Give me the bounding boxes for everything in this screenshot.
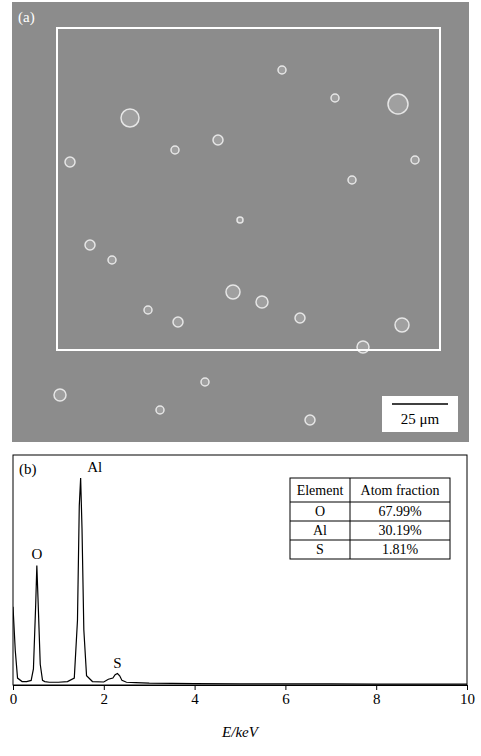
particle bbox=[201, 378, 209, 386]
x-tick-mark bbox=[195, 685, 196, 690]
particle bbox=[173, 317, 183, 327]
table-rule bbox=[290, 502, 450, 503]
peak-label: O bbox=[31, 546, 42, 562]
particle bbox=[144, 306, 152, 314]
particle bbox=[256, 296, 268, 308]
panel-b: 0 2 4 6 8 10 E/keV (b) O Al S Element Atom fraction O… bbox=[10, 455, 475, 740]
x-axis-title: E/keV bbox=[221, 724, 260, 740]
particle bbox=[226, 285, 240, 299]
x-tick-mark bbox=[13, 685, 14, 690]
x-tick-label: 6 bbox=[282, 691, 290, 707]
plot-frame bbox=[13, 455, 467, 685]
plot-area bbox=[13, 478, 467, 684]
x-tick: 6 bbox=[282, 685, 290, 707]
x-tick: 4 bbox=[191, 685, 199, 707]
particle bbox=[348, 176, 356, 184]
table-outline bbox=[290, 478, 450, 559]
particle bbox=[388, 94, 408, 114]
table-cell: 1.81% bbox=[382, 542, 419, 557]
particle bbox=[108, 256, 116, 264]
inset-table: Element Atom fraction O 67.99% Al 30.19% S 1.81… bbox=[290, 478, 450, 559]
analysis-area bbox=[57, 28, 440, 350]
x-tick-label: 0 bbox=[10, 691, 18, 707]
x-tick-label: 10 bbox=[460, 691, 475, 707]
particle bbox=[65, 157, 75, 167]
table-cell: Al bbox=[313, 523, 327, 538]
x-tick: 2 bbox=[101, 685, 109, 707]
particle bbox=[305, 415, 315, 425]
table-cell: S bbox=[316, 542, 324, 557]
x-tick: 8 bbox=[373, 685, 381, 707]
particle bbox=[121, 109, 139, 127]
scale-bar-box bbox=[382, 396, 458, 432]
particle bbox=[237, 217, 243, 223]
x-tick: 0 bbox=[10, 685, 18, 707]
x-tick-mark bbox=[285, 685, 286, 690]
particle bbox=[295, 313, 305, 323]
particle bbox=[395, 318, 409, 332]
peak-label: S bbox=[113, 655, 121, 671]
particle bbox=[213, 135, 223, 145]
x-tick-mark bbox=[467, 685, 468, 690]
particle bbox=[54, 389, 66, 401]
x-tick-mark bbox=[104, 685, 105, 690]
table-cell: 30.19% bbox=[378, 523, 422, 538]
particle bbox=[85, 240, 95, 250]
x-tick-mark bbox=[376, 685, 377, 690]
micrograph bbox=[12, 2, 469, 442]
table-rule bbox=[290, 540, 450, 541]
x-axis-line bbox=[14, 686, 468, 691]
particle bbox=[278, 66, 286, 74]
particle bbox=[156, 406, 164, 414]
scale-bar-label: 25 μm bbox=[401, 411, 440, 427]
table-rule bbox=[290, 521, 450, 522]
x-axis: 0 2 4 6 8 10 bbox=[10, 685, 475, 707]
figure: (a) 25 μm 0 2 4 6 8 10 E/keV (b) O Al S Element Atom f… bbox=[0, 0, 481, 756]
particle bbox=[331, 94, 339, 102]
particle bbox=[171, 146, 179, 154]
spectrum-line bbox=[13, 478, 467, 684]
x-tick-label: 8 bbox=[373, 691, 381, 707]
table-header: Element bbox=[297, 483, 344, 498]
particle bbox=[357, 341, 369, 353]
panel-label: (b) bbox=[19, 461, 37, 478]
table-cell: O bbox=[315, 504, 325, 519]
table-cell: 67.99% bbox=[378, 504, 422, 519]
particle bbox=[411, 156, 419, 164]
x-tick: 10 bbox=[460, 685, 475, 707]
table-border bbox=[290, 478, 450, 559]
table-header: Atom fraction bbox=[361, 483, 440, 498]
panel-a: (a) 25 μm bbox=[12, 2, 469, 442]
scale-bar bbox=[392, 403, 448, 405]
table-rule bbox=[350, 478, 351, 559]
peak-label: Al bbox=[87, 459, 102, 475]
panel-label: (a) bbox=[18, 9, 35, 26]
x-tick-label: 2 bbox=[101, 691, 109, 707]
x-tick-label: 4 bbox=[191, 691, 199, 707]
